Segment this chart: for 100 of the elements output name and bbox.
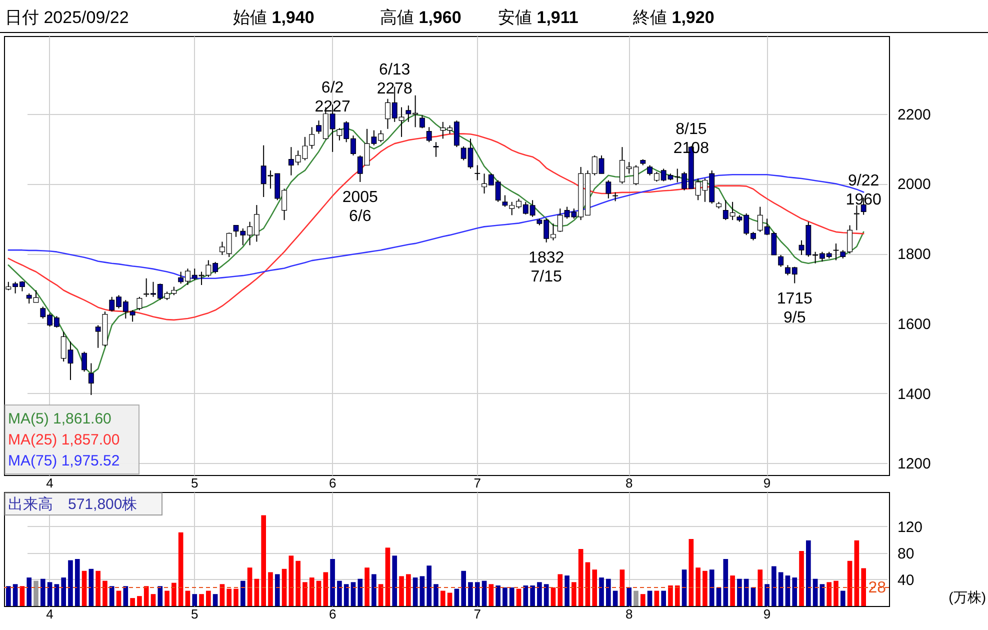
bar [840,590,846,606]
bar [585,562,590,606]
y-tick-label: 80 [898,545,914,562]
annotation: 2005 6/6 [342,188,378,225]
bar [772,566,776,606]
bar [806,540,811,606]
bar [240,580,246,606]
x-tick-label: 5 [191,476,198,490]
bar [688,539,694,606]
bar [206,590,211,606]
bar [634,590,638,606]
bar [6,586,11,606]
bar [40,578,46,606]
bar [716,587,722,606]
x-tick-label: 8 [625,476,633,490]
bar [178,532,184,606]
bar [116,590,122,606]
bar [496,585,500,606]
bar [96,570,100,606]
y-tick-label: 1200 [898,456,931,473]
bar [799,550,804,606]
bar [226,588,232,606]
text: 終値 1,920 [633,7,714,29]
bar [626,587,632,606]
bar [572,582,576,606]
candlestick [136,296,142,311]
bar [537,582,542,606]
y-tick-label: 2200 [898,106,931,124]
bar [199,594,204,606]
candlestick [426,126,432,143]
annotation: 6/13 2278 [376,62,413,98]
bar [447,592,452,606]
bar [820,584,825,606]
bar [861,568,866,606]
bar [268,572,273,606]
bar [337,580,342,606]
text: MA(75) 1,975.52 [8,452,120,470]
bar [702,570,708,606]
bar [544,584,549,606]
bar [150,594,156,606]
bar [372,574,376,606]
bar [612,590,618,606]
bar [302,582,308,606]
bar [130,598,135,606]
bar [654,590,660,606]
chart-title: 出来高 571,800株 [8,496,138,513]
y-tick-label: 1400 [898,386,931,403]
bar [578,549,584,606]
bar [847,560,852,606]
bar [474,582,480,606]
bar [330,558,335,606]
bar [309,578,314,606]
text: MA(25) 1,857.00 [8,432,120,448]
candlestick [833,242,839,261]
bar [288,556,294,606]
x-tick-label: 6 [328,476,336,490]
bar [668,585,673,606]
y-tick-label: 120 [898,518,923,536]
candlestick [433,142,439,158]
bar [709,570,714,606]
bar [47,582,52,606]
annotation: 1715 9/5 [776,290,813,326]
x-tick-label: 7 [474,476,481,490]
x-tick-label: 9 [763,606,771,622]
bar [144,586,149,606]
bar [764,584,770,606]
y-tick-label: 2000 [898,176,931,194]
bar [482,580,487,606]
bar [385,548,390,606]
bar [137,596,142,606]
bar [468,582,473,606]
bar [378,584,384,606]
annotation: 1832 7/15 [528,249,564,286]
x-tick-label: 4 [46,476,54,490]
bar [316,580,322,606]
bar [82,570,87,606]
bar [88,568,94,606]
bar [123,586,128,606]
y-axis-title: (万株) [948,589,986,605]
bar [599,578,604,606]
bar [550,587,556,606]
chart-title: 日付 2025/09/22 [5,7,129,29]
bar [750,587,756,606]
candlestick [474,164,480,181]
bar [172,582,176,606]
candlestick [88,362,94,396]
candlestick [309,126,315,150]
bar [61,578,66,606]
bar [785,576,790,606]
bar [730,576,735,606]
x-tick-label: 4 [46,606,54,622]
bar [523,585,528,606]
bar [234,588,238,606]
bar [296,560,300,606]
bar [350,582,356,606]
bar [34,580,38,606]
bar [74,558,80,606]
bar [812,578,818,606]
bar [426,566,432,606]
bar [102,580,108,606]
